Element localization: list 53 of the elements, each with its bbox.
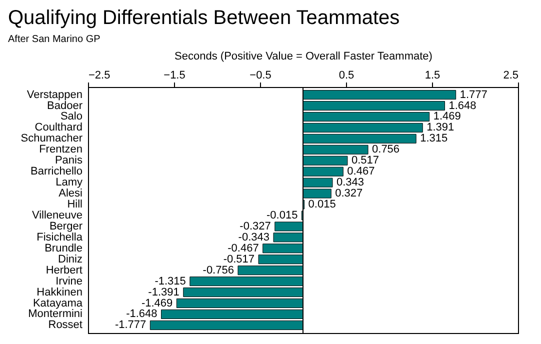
y-tick-label: Lamy <box>56 176 83 189</box>
data-label: 1.469 <box>433 110 461 123</box>
chart-title: Qualifying Differentials Between Teammates <box>8 7 400 29</box>
data-label: 0.467 <box>347 166 375 178</box>
y-tick-label: Montermini <box>28 308 82 320</box>
y-tick-label: Badoer <box>47 100 83 112</box>
data-label: -0.015 <box>266 209 298 222</box>
y-tick-label: Frentzen <box>39 144 82 156</box>
data-label: -1.469 <box>141 297 173 310</box>
x-tick-label: 0.5 <box>338 70 354 82</box>
y-tick-label: Diniz <box>58 253 82 266</box>
x-tick-label: 2.5 <box>503 70 518 82</box>
data-label: 0.015 <box>308 198 336 211</box>
y-tick-label: Irvine <box>56 275 82 288</box>
y-tick-label: Schumacher <box>20 132 83 145</box>
data-label: -1.777 <box>114 319 146 332</box>
y-tick-label: Villeneuve <box>32 209 82 222</box>
y-tick-label: Coulthard <box>34 122 82 134</box>
y-tick-label: Berger <box>49 220 83 232</box>
data-label: -0.756 <box>202 264 234 276</box>
y-tick-label: Alesi <box>58 188 82 200</box>
y-tick-label: Hill <box>67 198 82 211</box>
y-tick-label: Rosset <box>48 319 82 332</box>
x-tick-label: −2.5 <box>88 70 110 82</box>
data-label: 0.343 <box>336 176 364 189</box>
data-label: -1.391 <box>148 286 180 298</box>
x-tick-label: 1.5 <box>424 70 440 82</box>
chart-subtitle: After San Marino GP <box>8 34 101 45</box>
data-label: 1.391 <box>426 122 454 134</box>
data-label: 1.777 <box>460 88 488 101</box>
x-axis-title: Seconds (Positive Value = Overall Faster Teammate) <box>174 50 432 62</box>
data-label: 0.517 <box>351 154 379 167</box>
x-tick-label: −0.5 <box>250 70 272 82</box>
y-tick-label: Brundle <box>44 242 82 254</box>
x-tick-label: −1.5 <box>164 70 186 82</box>
y-tick-label: Hakkinen <box>36 286 82 298</box>
y-tick-label: Verstappen <box>26 88 82 101</box>
data-label: 1.315 <box>420 132 448 145</box>
y-tick-label: Fisichella <box>36 231 84 244</box>
y-tick-label: Herbert <box>46 264 82 276</box>
data-label: 1.648 <box>448 100 476 112</box>
data-label: -0.327 <box>240 220 271 232</box>
y-tick-label: Katayama <box>32 297 84 310</box>
y-tick-label: Barrichello <box>30 166 82 178</box>
data-label: -0.517 <box>223 253 255 266</box>
data-label: 0.756 <box>372 144 400 156</box>
y-tick-label: Panis <box>54 154 83 167</box>
data-label: -0.467 <box>228 242 259 254</box>
data-label: -1.315 <box>154 275 186 288</box>
data-label: -1.648 <box>126 308 158 320</box>
data-label: 0.327 <box>335 188 363 200</box>
y-tick-label: Salo <box>60 110 82 123</box>
data-label: -0.343 <box>238 231 270 244</box>
